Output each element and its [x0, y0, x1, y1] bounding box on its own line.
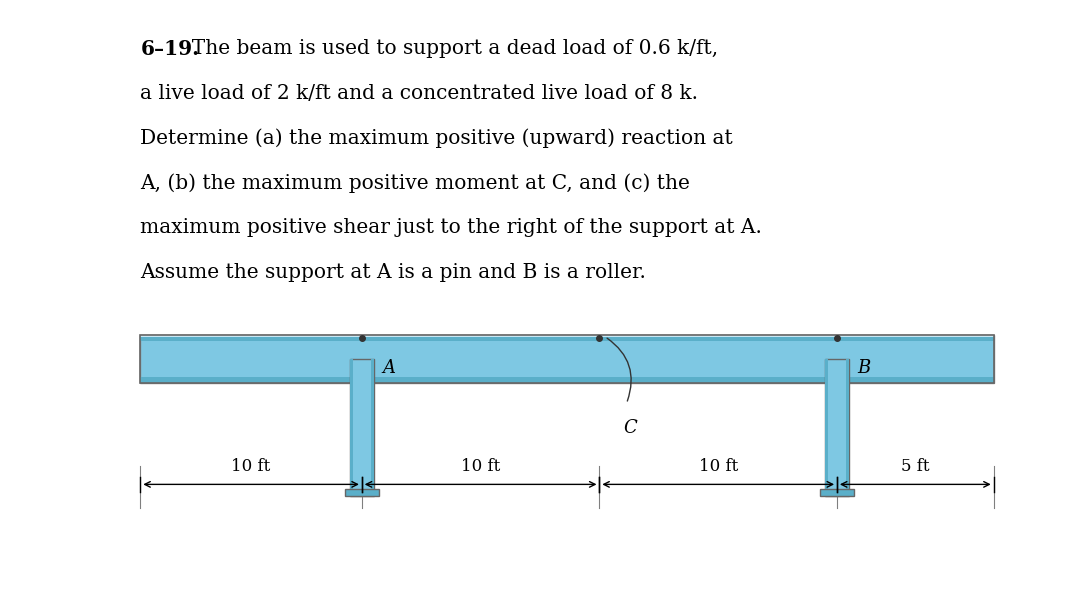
Text: Assume the support at A is a pin and B is a roller.: Assume the support at A is a pin and B i… — [140, 263, 646, 282]
Bar — [820, 489, 854, 496]
Text: 5 ft: 5 ft — [901, 459, 930, 475]
Bar — [825, 359, 828, 496]
Text: C: C — [623, 419, 637, 437]
Bar — [350, 359, 353, 496]
Text: A: A — [382, 359, 395, 377]
Bar — [846, 359, 849, 496]
Text: The beam is used to support a dead load of 0.6 k/ft,: The beam is used to support a dead load … — [179, 39, 718, 58]
Text: a live load of 2 k/ft and a concentrated live load of 8 k.: a live load of 2 k/ft and a concentrated… — [140, 84, 699, 103]
Bar — [825, 359, 849, 496]
Bar — [140, 335, 994, 383]
Text: A, (b) the maximum positive moment at C, and (c) the: A, (b) the maximum positive moment at C,… — [140, 173, 690, 193]
Text: maximum positive shear just to the right of the support at A.: maximum positive shear just to the right… — [140, 218, 762, 237]
Text: B: B — [858, 359, 870, 377]
Text: 10 ft: 10 ft — [231, 459, 271, 475]
Bar — [140, 335, 994, 341]
Bar — [350, 359, 374, 496]
Bar — [140, 377, 994, 383]
Text: 10 ft: 10 ft — [699, 459, 738, 475]
Bar — [140, 335, 994, 383]
Bar — [370, 359, 374, 496]
Bar — [140, 335, 994, 337]
Text: Determine (a) the maximum positive (upward) reaction at: Determine (a) the maximum positive (upwa… — [140, 129, 733, 148]
Bar — [345, 489, 379, 496]
Text: 6–19.: 6–19. — [140, 39, 200, 59]
Text: 10 ft: 10 ft — [461, 459, 500, 475]
FancyArrowPatch shape — [607, 338, 631, 401]
